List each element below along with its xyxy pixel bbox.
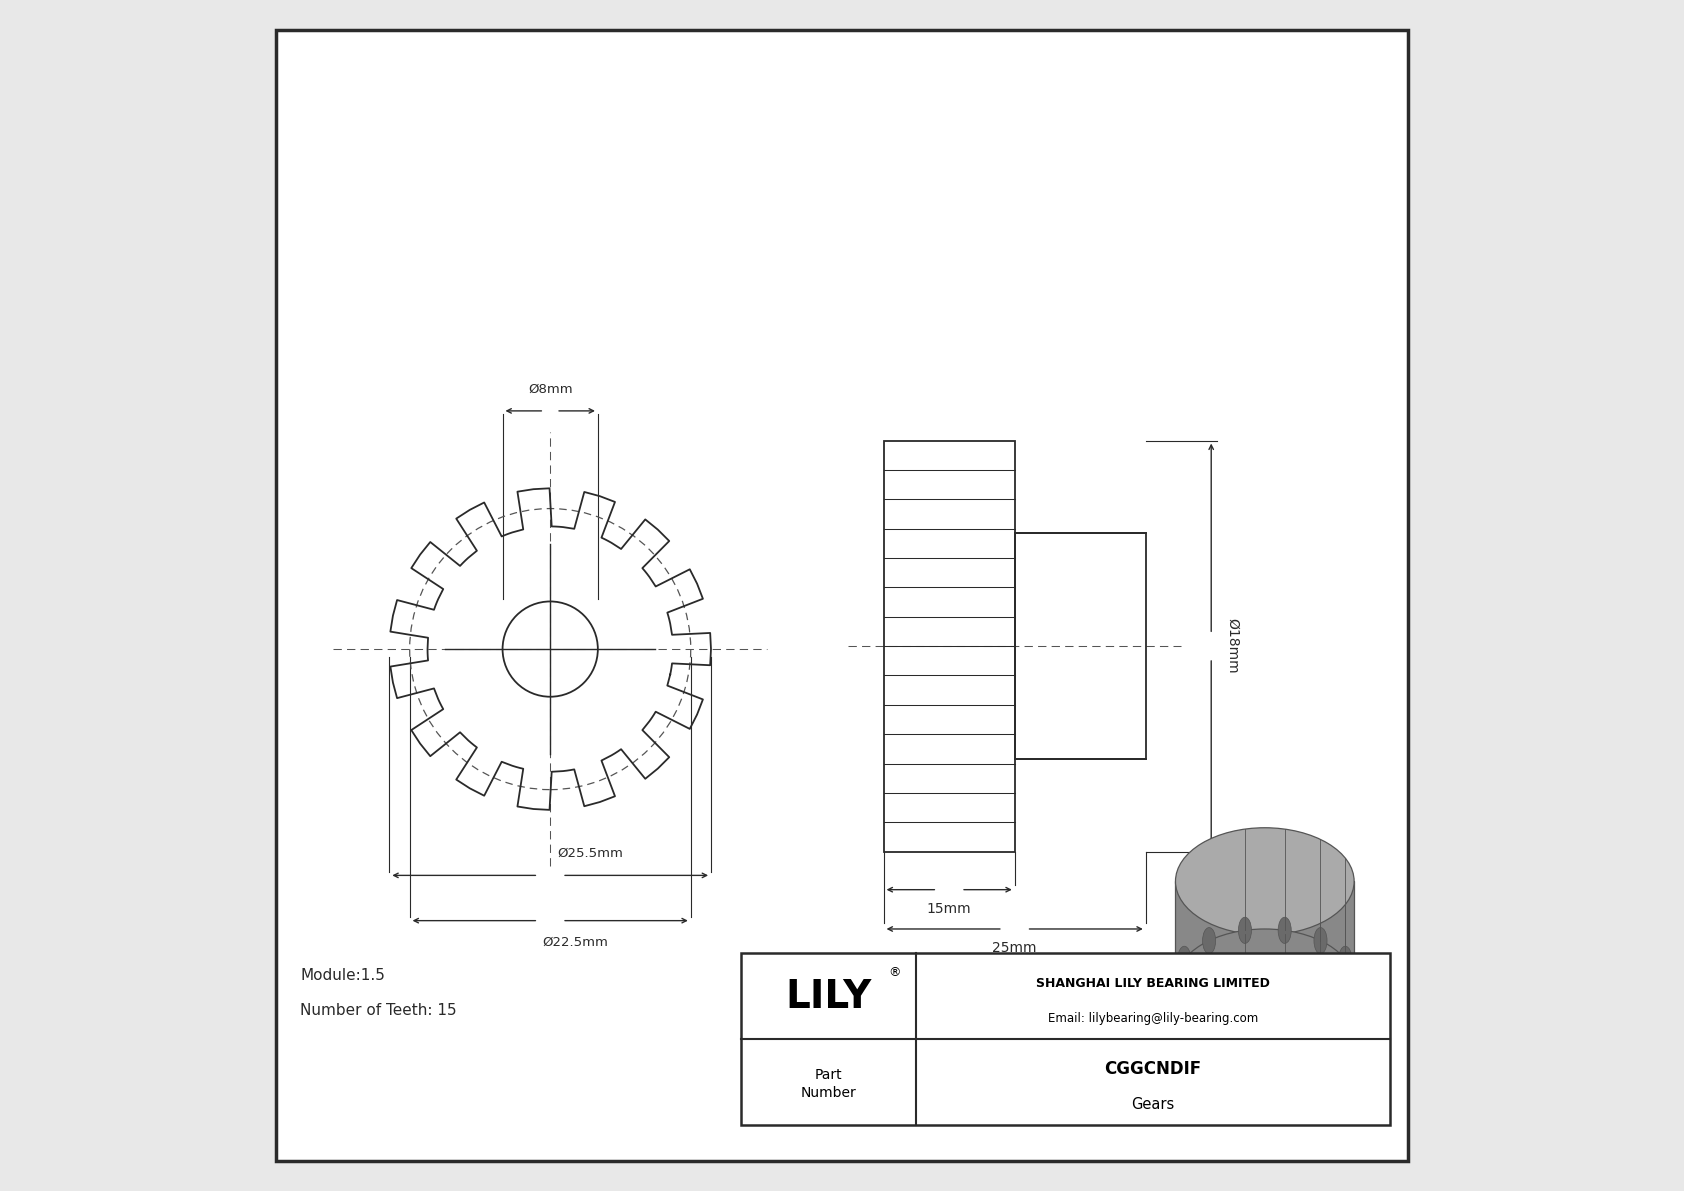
Ellipse shape [1347,969,1361,996]
Ellipse shape [1238,917,1251,943]
Text: 15mm: 15mm [926,902,972,916]
Bar [1015,534,1145,759]
Text: Ø8mm: Ø8mm [527,382,573,395]
Text: Ø25.5mm: Ø25.5mm [557,847,623,860]
Text: Part
Number: Part Number [800,1068,855,1100]
Ellipse shape [1202,1011,1216,1037]
Text: Module:1.5: Module:1.5 [300,967,386,983]
Ellipse shape [1238,1022,1251,1048]
Bar [741,953,1389,1125]
Text: 25mm: 25mm [992,941,1037,955]
Text: Number of Teeth: 15: Number of Teeth: 15 [300,1003,456,1018]
Ellipse shape [1314,1011,1327,1037]
Text: CGGCNDIF: CGGCNDIF [1105,1060,1201,1078]
Ellipse shape [1339,993,1352,1019]
FancyBboxPatch shape [1175,881,1354,983]
Text: LILY: LILY [785,978,872,1016]
Ellipse shape [1339,946,1352,972]
Text: Ø22.5mm: Ø22.5mm [542,936,608,949]
Bar [884,441,1015,852]
Ellipse shape [1278,1022,1292,1048]
Text: Gears: Gears [1132,1097,1174,1112]
Ellipse shape [1177,946,1191,972]
Text: SHANGHAI LILY BEARING LIMITED: SHANGHAI LILY BEARING LIMITED [1036,978,1270,991]
Ellipse shape [1177,993,1191,1019]
Ellipse shape [1175,929,1354,1036]
Ellipse shape [1314,928,1327,954]
Text: Ø18mm: Ø18mm [1226,618,1239,674]
Ellipse shape [1202,928,1216,954]
Ellipse shape [1169,969,1182,996]
Ellipse shape [1278,917,1292,943]
Ellipse shape [1175,828,1354,935]
Text: Email: lilybearing@lily-bearing.com: Email: lilybearing@lily-bearing.com [1047,1012,1258,1025]
Text: ®: ® [889,966,901,979]
Ellipse shape [1234,964,1297,1002]
